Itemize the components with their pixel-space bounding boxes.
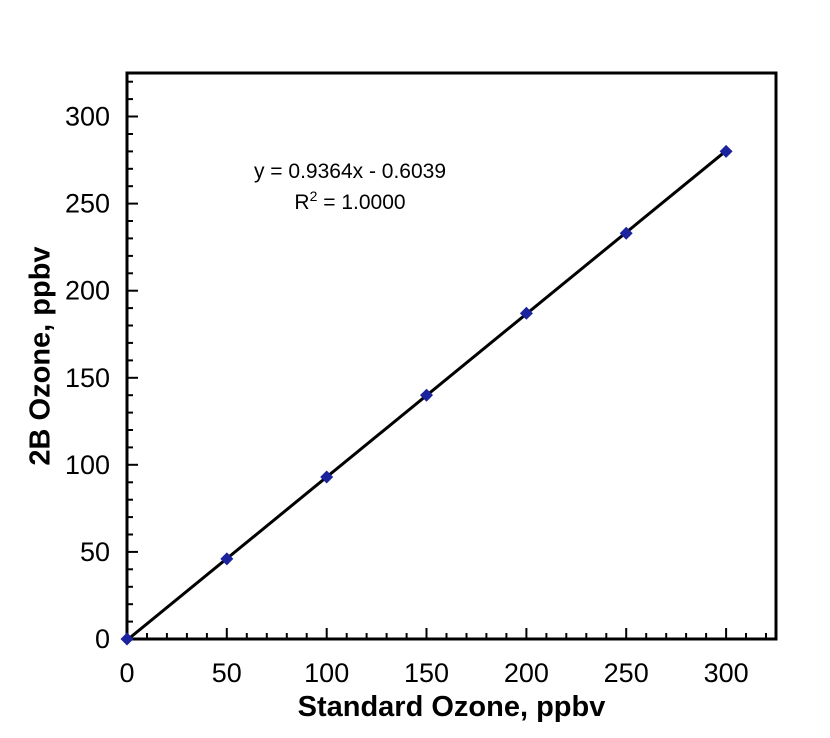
data-point-marker: [519, 306, 533, 320]
x-tick-label: 0: [119, 658, 134, 688]
data-point-marker: [120, 632, 134, 646]
y-tick-label: 250: [65, 189, 110, 219]
equation-label: y = 0.9364x - 0.6039: [253, 160, 447, 183]
y-tick-label: 200: [65, 276, 110, 306]
y-tick-label: 300: [65, 102, 110, 132]
x-axis-title: Standard Ozone, ppbv: [297, 691, 606, 723]
x-tick-label: 300: [704, 658, 749, 688]
plot-frame: [125, 71, 778, 641]
data-point-marker: [719, 144, 733, 158]
data-point-marker: [320, 470, 334, 484]
x-tick-label: 250: [604, 658, 649, 688]
trendline-annotation: y = 0.9364x - 0.6039 R2 = 1.0000: [254, 156, 446, 218]
data-point-marker: [220, 552, 234, 566]
x-tick-label: 50: [212, 658, 242, 688]
y-tick-label: 100: [65, 450, 110, 480]
data-point-marker: [420, 388, 433, 402]
r-squared-value: = 1.0000: [317, 191, 406, 214]
x-tick-label: 150: [404, 658, 449, 688]
r-squared-base: R: [294, 191, 310, 214]
x-tick-label: 200: [504, 658, 549, 688]
r-squared-exponent: 2: [309, 188, 318, 204]
y-tick-label: 0: [95, 624, 110, 654]
r-squared-label: R2 = 1.0000: [254, 187, 446, 218]
x-tick-label: 100: [304, 658, 349, 688]
y-tick-label: 50: [80, 537, 110, 567]
data-point-marker: [619, 226, 633, 240]
y-tick-label: 150: [65, 363, 110, 393]
y-axis-title: 2B Ozone, ppbv: [24, 246, 57, 466]
